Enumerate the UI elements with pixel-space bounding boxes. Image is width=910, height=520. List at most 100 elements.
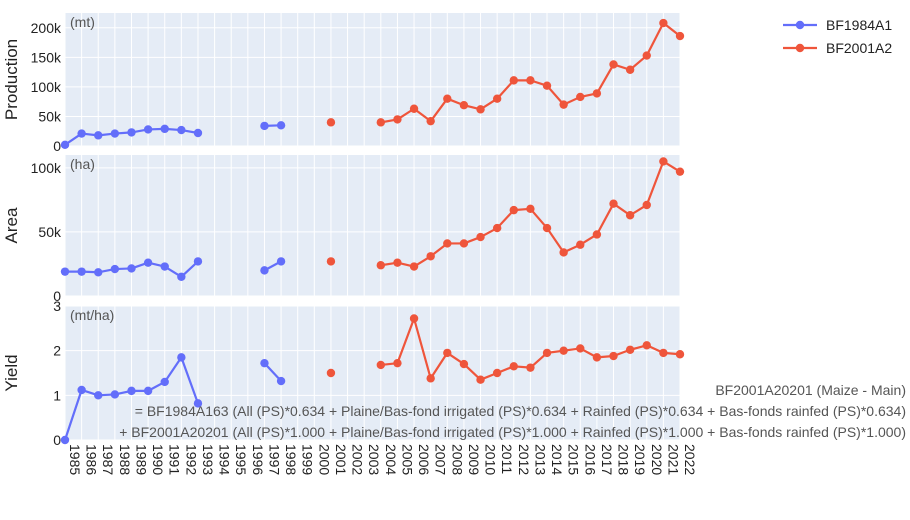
- data-point[interactable]: [542, 348, 552, 358]
- data-point[interactable]: [127, 386, 136, 396]
- data-point[interactable]: [193, 257, 203, 266]
- data-point[interactable]: [110, 129, 120, 138]
- legend[interactable]: BF1984A1 BF2001A2: [783, 17, 892, 56]
- data-point[interactable]: [476, 232, 485, 242]
- data-point[interactable]: [110, 390, 120, 399]
- data-point[interactable]: [576, 240, 585, 249]
- data-point[interactable]: [376, 261, 386, 270]
- data-point[interactable]: [177, 353, 186, 362]
- data-point[interactable]: [492, 223, 502, 233]
- data-point[interactable]: [675, 167, 685, 176]
- data-point[interactable]: [642, 51, 651, 60]
- data-point[interactable]: [193, 128, 203, 138]
- data-point[interactable]: [559, 100, 568, 109]
- data-point[interactable]: [60, 267, 70, 276]
- data-point[interactable]: [642, 200, 651, 210]
- data-point[interactable]: [127, 264, 136, 273]
- data-point[interactable]: [326, 257, 336, 266]
- data-point[interactable]: [459, 101, 469, 110]
- legend-item[interactable]: BF2001A2: [783, 40, 892, 56]
- data-point[interactable]: [426, 374, 435, 383]
- data-point[interactable]: [143, 258, 153, 267]
- data-point[interactable]: [459, 359, 469, 369]
- data-point[interactable]: [443, 94, 452, 103]
- data-point[interactable]: [94, 391, 103, 400]
- data-point[interactable]: [443, 239, 452, 248]
- data-point[interactable]: [160, 377, 169, 387]
- data-point[interactable]: [60, 435, 70, 445]
- data-point[interactable]: [592, 230, 602, 239]
- data-point[interactable]: [609, 199, 618, 208]
- data-point[interactable]: [576, 344, 585, 353]
- data-point[interactable]: [609, 60, 618, 69]
- data-point[interactable]: [193, 399, 203, 408]
- data-point[interactable]: [659, 18, 668, 28]
- data-point[interactable]: [127, 128, 136, 137]
- data-point[interactable]: [426, 116, 435, 126]
- data-point[interactable]: [60, 140, 70, 150]
- data-point[interactable]: [659, 157, 668, 166]
- data-point[interactable]: [409, 104, 419, 113]
- data-point[interactable]: [77, 267, 86, 276]
- data-point[interactable]: [659, 348, 668, 358]
- data-point[interactable]: [94, 268, 103, 277]
- data-point[interactable]: [625, 211, 635, 220]
- data-point[interactable]: [625, 65, 635, 74]
- data-point[interactable]: [576, 92, 585, 102]
- data-point[interactable]: [77, 385, 86, 395]
- data-point[interactable]: [143, 386, 153, 396]
- data-point[interactable]: [160, 262, 169, 271]
- data-point[interactable]: [476, 105, 485, 114]
- data-point[interactable]: [393, 115, 402, 124]
- legend-item[interactable]: BF1984A1: [783, 17, 892, 33]
- data-point[interactable]: [509, 205, 518, 215]
- x-tick-label: 2021: [665, 444, 681, 475]
- data-point[interactable]: [326, 118, 336, 127]
- data-point[interactable]: [276, 257, 286, 266]
- data-point[interactable]: [77, 129, 86, 138]
- data-point[interactable]: [559, 346, 568, 355]
- data-point[interactable]: [393, 358, 402, 368]
- data-point[interactable]: [443, 348, 452, 358]
- data-point[interactable]: [526, 204, 535, 214]
- data-point[interactable]: [326, 368, 336, 378]
- data-point[interactable]: [509, 362, 518, 371]
- data-point[interactable]: [260, 121, 269, 131]
- data-point[interactable]: [526, 76, 535, 85]
- data-point[interactable]: [426, 252, 435, 261]
- data-point[interactable]: [376, 360, 386, 370]
- data-point[interactable]: [675, 350, 685, 359]
- data-point[interactable]: [160, 124, 169, 134]
- y-tick-label: 50k: [38, 224, 62, 240]
- data-point[interactable]: [260, 266, 269, 275]
- data-point[interactable]: [609, 351, 618, 361]
- data-point[interactable]: [459, 239, 469, 248]
- data-point[interactable]: [376, 118, 386, 127]
- data-point[interactable]: [276, 376, 286, 386]
- data-point[interactable]: [492, 94, 502, 103]
- series-BF2001A2: [326, 314, 685, 384]
- data-point[interactable]: [625, 345, 635, 354]
- data-point[interactable]: [143, 125, 153, 134]
- data-point[interactable]: [542, 81, 552, 90]
- x-tick-label: 2012: [516, 444, 532, 475]
- data-point[interactable]: [642, 341, 651, 350]
- data-point[interactable]: [110, 264, 120, 274]
- data-point[interactable]: [276, 121, 286, 130]
- data-point[interactable]: [409, 262, 419, 271]
- data-point[interactable]: [526, 363, 535, 372]
- data-point[interactable]: [492, 368, 502, 378]
- data-point[interactable]: [260, 358, 269, 368]
- data-point[interactable]: [393, 258, 402, 267]
- data-point[interactable]: [675, 31, 685, 41]
- data-point[interactable]: [542, 223, 552, 233]
- data-point[interactable]: [177, 272, 186, 281]
- data-point[interactable]: [592, 89, 602, 98]
- data-point[interactable]: [94, 131, 103, 140]
- data-point[interactable]: [409, 314, 419, 323]
- data-point[interactable]: [177, 125, 186, 135]
- data-point[interactable]: [476, 375, 485, 384]
- data-point[interactable]: [559, 248, 568, 257]
- data-point[interactable]: [592, 353, 602, 362]
- data-point[interactable]: [509, 76, 518, 85]
